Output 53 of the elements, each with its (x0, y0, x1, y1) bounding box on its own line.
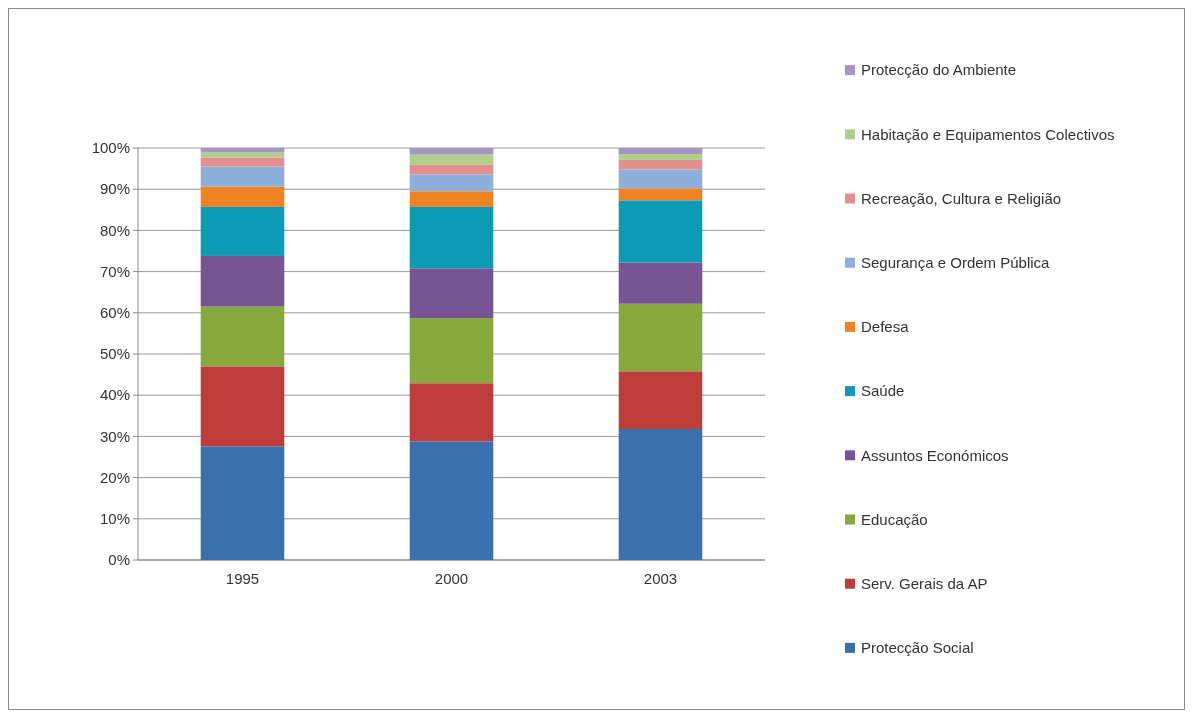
bar (409, 154, 494, 165)
bar (409, 191, 494, 207)
bar (409, 318, 494, 384)
legend-label: Recreação, Cultura e Religião (861, 189, 1062, 207)
bar (409, 206, 494, 269)
bar (409, 148, 494, 155)
bar (409, 441, 494, 560)
bar (409, 174, 494, 192)
bar (618, 154, 703, 160)
bar (200, 148, 285, 153)
bar (200, 255, 285, 307)
bar (409, 383, 494, 442)
bar (409, 164, 494, 175)
legend-label: Habitação e Equipamentos Colectivos (861, 125, 1115, 143)
y-tick-label: 40% (99, 386, 130, 404)
y-tick-label: 100% (91, 139, 130, 157)
legend-label: Serv. Gerais da AP (861, 574, 988, 592)
bar (618, 148, 703, 155)
legend-label: Segurança e Ordem Pública (861, 253, 1051, 271)
bar (618, 200, 703, 263)
y-tick-label: 20% (99, 468, 130, 486)
bar (618, 169, 703, 189)
bar (200, 446, 285, 560)
bar (200, 166, 285, 187)
bar (200, 186, 285, 207)
bar (618, 371, 703, 429)
y-tick-label: 90% (99, 180, 130, 198)
y-tick-label: 10% (99, 510, 130, 528)
y-tick-label: 0% (108, 551, 130, 569)
y-tick-label: 60% (99, 304, 130, 322)
bar (200, 366, 285, 447)
y-tick-label: 70% (99, 262, 130, 280)
bar (200, 157, 285, 167)
bar (409, 268, 494, 319)
legend-label: Defesa (861, 318, 910, 336)
y-tick-label: 30% (99, 427, 130, 445)
x-tick-label: 1995 (225, 570, 260, 587)
y-tick-label: 50% (99, 345, 130, 363)
bar (618, 428, 703, 560)
legend-label: Assuntos Económicos (861, 446, 1009, 464)
legend-label: Protecção Social (861, 639, 974, 657)
bar (200, 306, 285, 367)
y-tick-label: 80% (99, 221, 130, 239)
bar (618, 188, 703, 201)
x-tick-label: 2000 (434, 570, 469, 587)
legend-label: Protecção do Ambiente (861, 61, 1017, 79)
bar (200, 206, 285, 256)
legend-label: Saúde (861, 382, 905, 400)
bar (618, 159, 703, 170)
bar (618, 303, 703, 372)
legend-label: Educação (861, 510, 928, 528)
x-tick-label: 2003 (643, 570, 678, 587)
bar (618, 262, 703, 304)
